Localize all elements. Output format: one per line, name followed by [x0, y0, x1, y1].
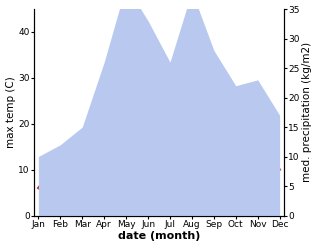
Y-axis label: med. precipitation (kg/m2): med. precipitation (kg/m2) [302, 42, 313, 182]
Y-axis label: max temp (C): max temp (C) [5, 76, 16, 148]
X-axis label: date (month): date (month) [118, 231, 200, 242]
